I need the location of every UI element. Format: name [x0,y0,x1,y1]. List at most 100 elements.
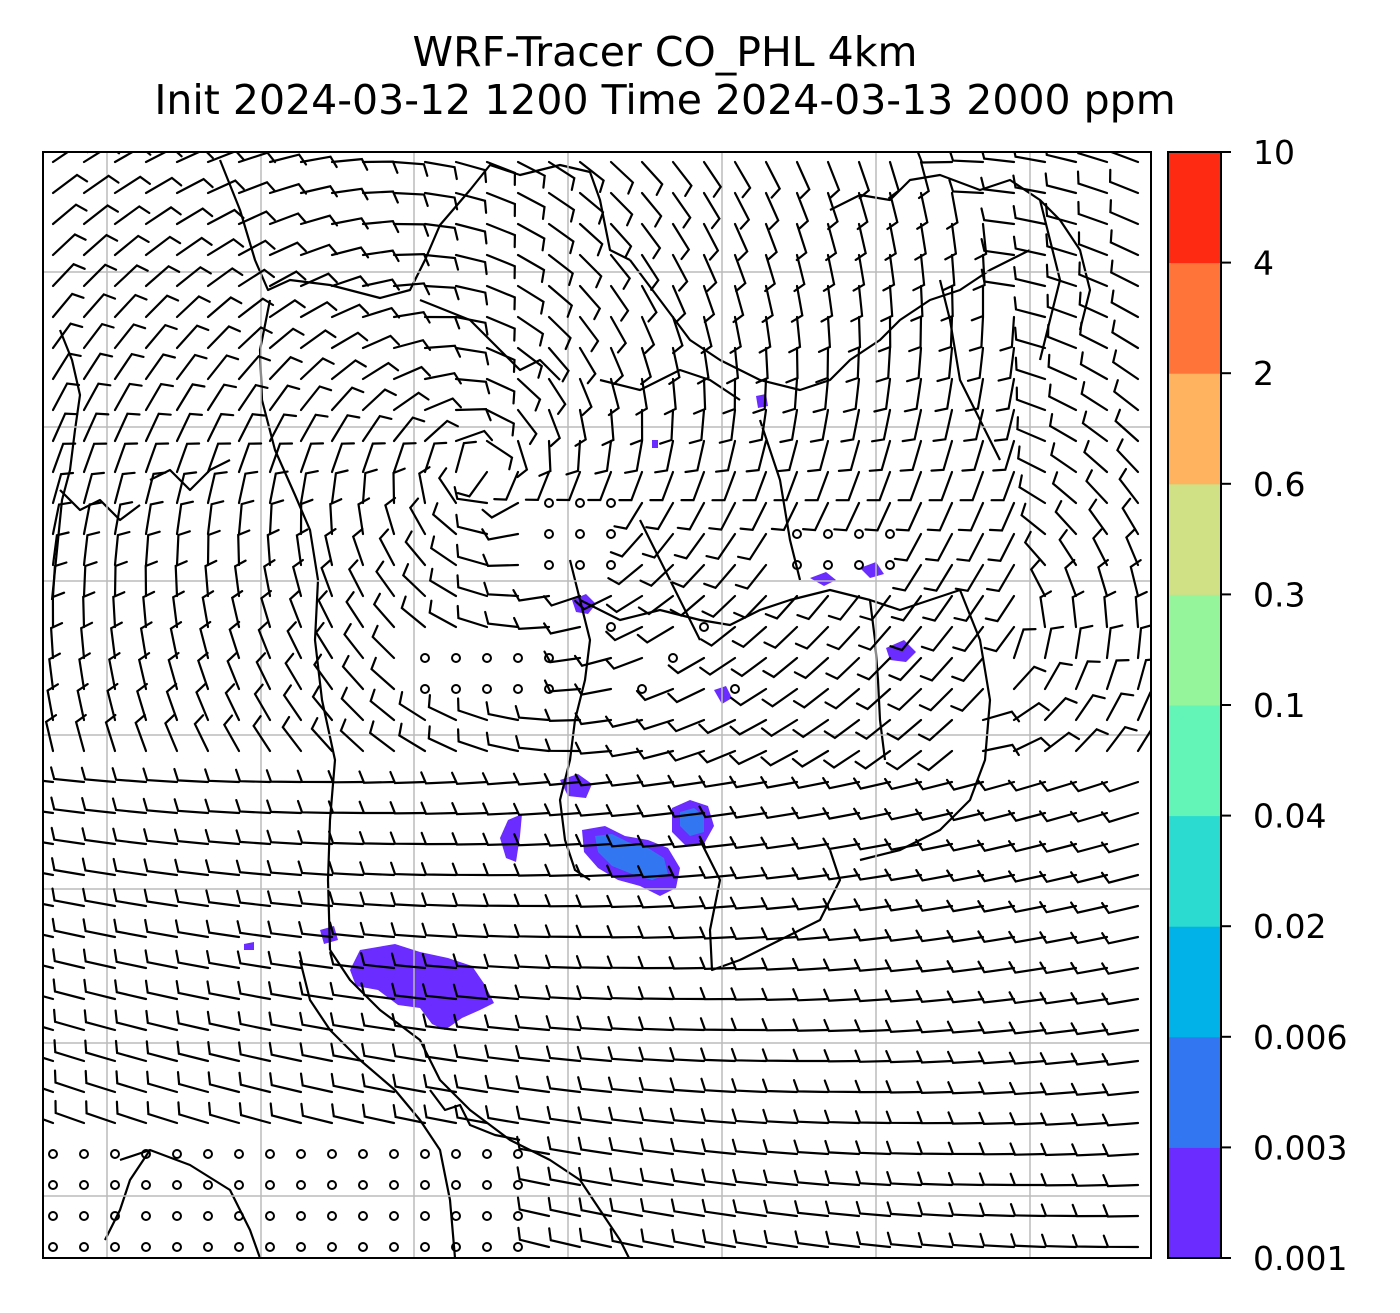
wind-barb [82,382,112,412]
wind-barb [1083,439,1109,474]
wind-barb [484,1014,520,1032]
wind-barb [946,1020,985,1034]
wind-barb [671,160,693,197]
wind-barb [700,1108,737,1125]
calm-wind-marker [296,1149,306,1159]
wind-barb [946,960,985,973]
wind-barb [82,174,120,195]
calm-wind-marker [203,1211,213,1221]
wind-barb [281,715,303,753]
wind-barb [1023,530,1047,567]
wind-barb [640,346,652,386]
wind-barb [1070,901,1109,914]
wind-barb [392,338,432,351]
wind-barb [917,1232,954,1249]
wind-barb [947,1081,985,1095]
wind-barb [1129,559,1142,598]
wind-barb [76,683,89,722]
wind-barb [82,233,119,257]
calm-wind-marker [141,1211,151,1221]
calm-wind-marker [513,1211,523,1221]
wind-barb [428,567,458,598]
calm-wind-marker [513,1180,523,1190]
calm-wind-marker [730,684,740,694]
wind-barb [885,1019,923,1033]
wind-barb [823,1079,861,1094]
wind-barb [977,960,1016,974]
wind-barb [257,620,272,660]
wind-barb [605,625,644,642]
wind-barb [358,800,396,815]
wind-barb [859,594,892,622]
wind-barb [401,563,427,598]
wind-barb [671,315,684,355]
wind-barb [760,927,799,941]
wind-barb [320,558,334,598]
calm-wind-marker [823,529,833,539]
wind-barb [733,160,752,199]
wind-barb [360,1012,396,1032]
wind-barb [1078,261,1109,288]
calm-wind-marker [234,1180,244,1190]
wind-barb [607,1046,644,1063]
wind-barb [299,300,338,319]
wind-barb [1043,625,1065,660]
wind-barb [392,391,430,412]
wind-barb [327,800,365,815]
wind-barb [792,1079,830,1094]
wind-barb [980,238,1016,257]
wind-barb [606,925,644,939]
calm-wind-marker [482,653,492,663]
wind-barb [853,777,892,790]
wind-barb [577,1106,613,1125]
wind-barb [1051,471,1078,505]
wind-barb [1016,416,1047,443]
calm-wind-marker [327,1180,337,1190]
calm-wind-marker [854,560,864,570]
wind-barb [637,986,675,1001]
wind-barb [637,955,675,970]
wind-barb [236,920,272,939]
wind-barb [1039,590,1052,629]
wind-barb [854,989,892,1003]
wind-barb [136,682,148,722]
wind-barb [51,591,66,629]
calm-wind-marker [265,1149,275,1159]
wind-barb [423,160,458,181]
wind-barb [708,501,737,531]
wind-barb [286,621,303,660]
wind-barb [263,559,276,598]
wind-barb [928,470,954,502]
calm-wind-marker [885,529,895,539]
wind-barb [733,191,751,230]
wind-barb [547,284,574,318]
wind-barb [173,767,210,784]
wind-barb [700,1077,737,1094]
wind-barb [329,498,343,536]
wind-barb [822,867,861,881]
wind-barb [345,591,365,629]
wind-barb [454,160,488,184]
calm-wind-marker [48,1242,58,1252]
calm-wind-marker [451,1242,461,1252]
wind-barb [144,353,176,381]
wind-barb [1101,901,1140,915]
plume-small-8 [244,942,254,950]
wind-barb [853,898,892,912]
wind-barb [915,808,954,821]
wind-barb [330,187,369,201]
wind-barb [853,868,892,881]
wind-barb [947,1141,985,1156]
wind-barb [297,890,334,908]
wind-barb [1039,1052,1078,1066]
wind-barb [343,623,365,660]
wind-barb [884,959,923,973]
colorbar-segment [1168,705,1221,817]
wind-barb [544,738,582,753]
wind-barb [206,267,244,288]
wind-barb [980,207,1016,226]
wind-barb [796,594,830,621]
calm-wind-marker [854,529,864,539]
wind-barb [791,806,830,820]
wind-barb [817,315,832,353]
